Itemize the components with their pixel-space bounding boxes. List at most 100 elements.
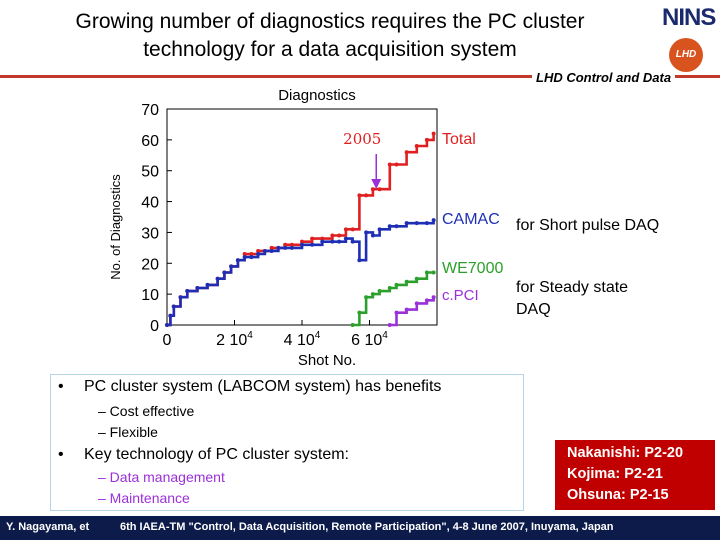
data-point-camac (249, 255, 254, 260)
data-point-total (310, 236, 315, 241)
reference-ohsuna: Ohsuna: P2-15 (567, 487, 669, 503)
data-point-total (320, 236, 325, 241)
data-point-we7000 (377, 289, 382, 294)
data-point-total (424, 137, 429, 142)
data-point-camac (404, 221, 409, 226)
steady-state-annotation-line-1: for Steady state (516, 279, 629, 296)
nins-logo: NINS (662, 4, 716, 31)
data-point-we7000 (387, 285, 392, 290)
data-point-total (370, 187, 375, 192)
x-tick-exponent: 4 (382, 330, 388, 341)
data-point-camac (235, 258, 240, 263)
plot-frame (166, 108, 438, 326)
data-point-total (357, 193, 362, 198)
bullet-marker-2: • (58, 446, 64, 463)
data-point-camac (330, 239, 335, 244)
lhd-logo-icon: LHD (669, 38, 703, 72)
data-point-camac (350, 239, 355, 244)
bullet-subitem-data-management: – Data management (98, 469, 225, 485)
series-line-we7000 (352, 271, 434, 327)
data-point-total (431, 131, 436, 136)
data-point-total (350, 227, 355, 232)
data-point-c-pci (404, 307, 409, 312)
section-subheading: LHD Control and Data (532, 70, 676, 85)
reference-box (555, 440, 715, 510)
legend-label-c-pci: c.PCI (442, 287, 479, 304)
legend-label-total: Total (442, 131, 476, 148)
data-point-camac (283, 245, 288, 250)
data-point-camac (262, 248, 267, 253)
y-tick-label: 0 (150, 318, 159, 335)
bullet-item-1: PC cluster system (LABCOM system) has be… (84, 378, 442, 395)
data-point-we7000 (404, 279, 409, 284)
data-point-camac (414, 221, 419, 226)
legend-label-we7000: WE7000 (442, 260, 503, 277)
series-line-camac (167, 220, 435, 327)
data-point-total (242, 252, 247, 257)
bullet-marker-1: • (58, 378, 64, 395)
data-point-camac (205, 282, 210, 287)
chart-axes (166, 108, 438, 326)
data-point-camac (343, 236, 348, 241)
data-point-camac (377, 227, 382, 232)
data-point-total (283, 242, 288, 247)
reference-nakanishi: Nakanishi: P2-20 (567, 445, 684, 461)
data-point-total (289, 242, 294, 247)
data-point-total (337, 233, 342, 238)
chart-labels-layer: 0 10 20 30 40 50 60 70 0 2 104 4 104 6 104 Diagnosti… (108, 87, 503, 369)
data-point-camac (185, 289, 190, 294)
chart-title: Diagnostics (278, 87, 356, 104)
y-tick-label: 40 (141, 195, 159, 212)
data-point-camac (320, 239, 325, 244)
data-point-total (414, 144, 419, 149)
data-point-total (387, 162, 392, 167)
data-point-c-pci (424, 298, 429, 303)
data-point-camac (256, 252, 261, 257)
data-point-total (300, 239, 304, 244)
annotation-arrow-head (371, 179, 382, 189)
y-tick-label: 70 (141, 102, 159, 119)
data-point-camac (364, 230, 369, 235)
data-point-total (330, 233, 335, 238)
reference-kojima: Kojima: P2-21 (567, 466, 663, 482)
data-point-total (364, 193, 369, 198)
data-point-camac (222, 270, 227, 275)
data-point-camac (242, 255, 247, 260)
data-point-camac (387, 224, 392, 229)
slide-title: Growing number of diagnostics requires t… (40, 8, 620, 64)
data-point-camac (165, 323, 169, 327)
diagnostics-chart: 0 10 20 30 40 50 60 70 0 2 104 4 104 6 104 Diagnosti… (108, 87, 503, 369)
short-pulse-annotation: for Short pulse DAQ (516, 217, 660, 234)
data-point-camac (337, 239, 342, 244)
data-point-camac (370, 233, 375, 238)
data-point-total (249, 252, 254, 257)
data-point-camac (168, 313, 173, 318)
data-point-camac (300, 242, 304, 247)
y-tick-label: 50 (141, 164, 159, 181)
data-point-camac (357, 258, 362, 263)
data-point-camac (171, 304, 176, 309)
y-tick-label: 10 (141, 287, 159, 304)
data-point-we7000 (364, 295, 369, 300)
data-point-c-pci (394, 310, 399, 315)
data-point-total (377, 187, 382, 192)
chart-series-layer (165, 131, 436, 327)
y-tick-label: 60 (141, 133, 159, 150)
footer-conference: 6th IAEA-TM "Control, Data Acquisition, … (120, 521, 614, 533)
series-line-total (167, 133, 435, 327)
bullet-subitem-flexible: – Flexible (98, 424, 158, 440)
data-point-total (256, 248, 261, 253)
data-point-we7000 (394, 282, 399, 287)
data-point-total (404, 150, 409, 155)
data-point-camac (394, 224, 399, 229)
data-point-we7000 (370, 292, 375, 297)
x-tick-exponent: 4 (247, 330, 253, 341)
data-point-camac (424, 221, 429, 226)
data-point-camac (178, 295, 183, 300)
data-point-total (394, 162, 399, 167)
year-annotation: 2005 (343, 130, 381, 148)
data-point-camac (229, 264, 234, 269)
footer-bar: Y. Nagayama, et 6th IAEA-TM "Control, Da… (0, 516, 720, 540)
x-tick-label: 4 104 (284, 330, 321, 349)
data-point-camac (269, 248, 274, 253)
